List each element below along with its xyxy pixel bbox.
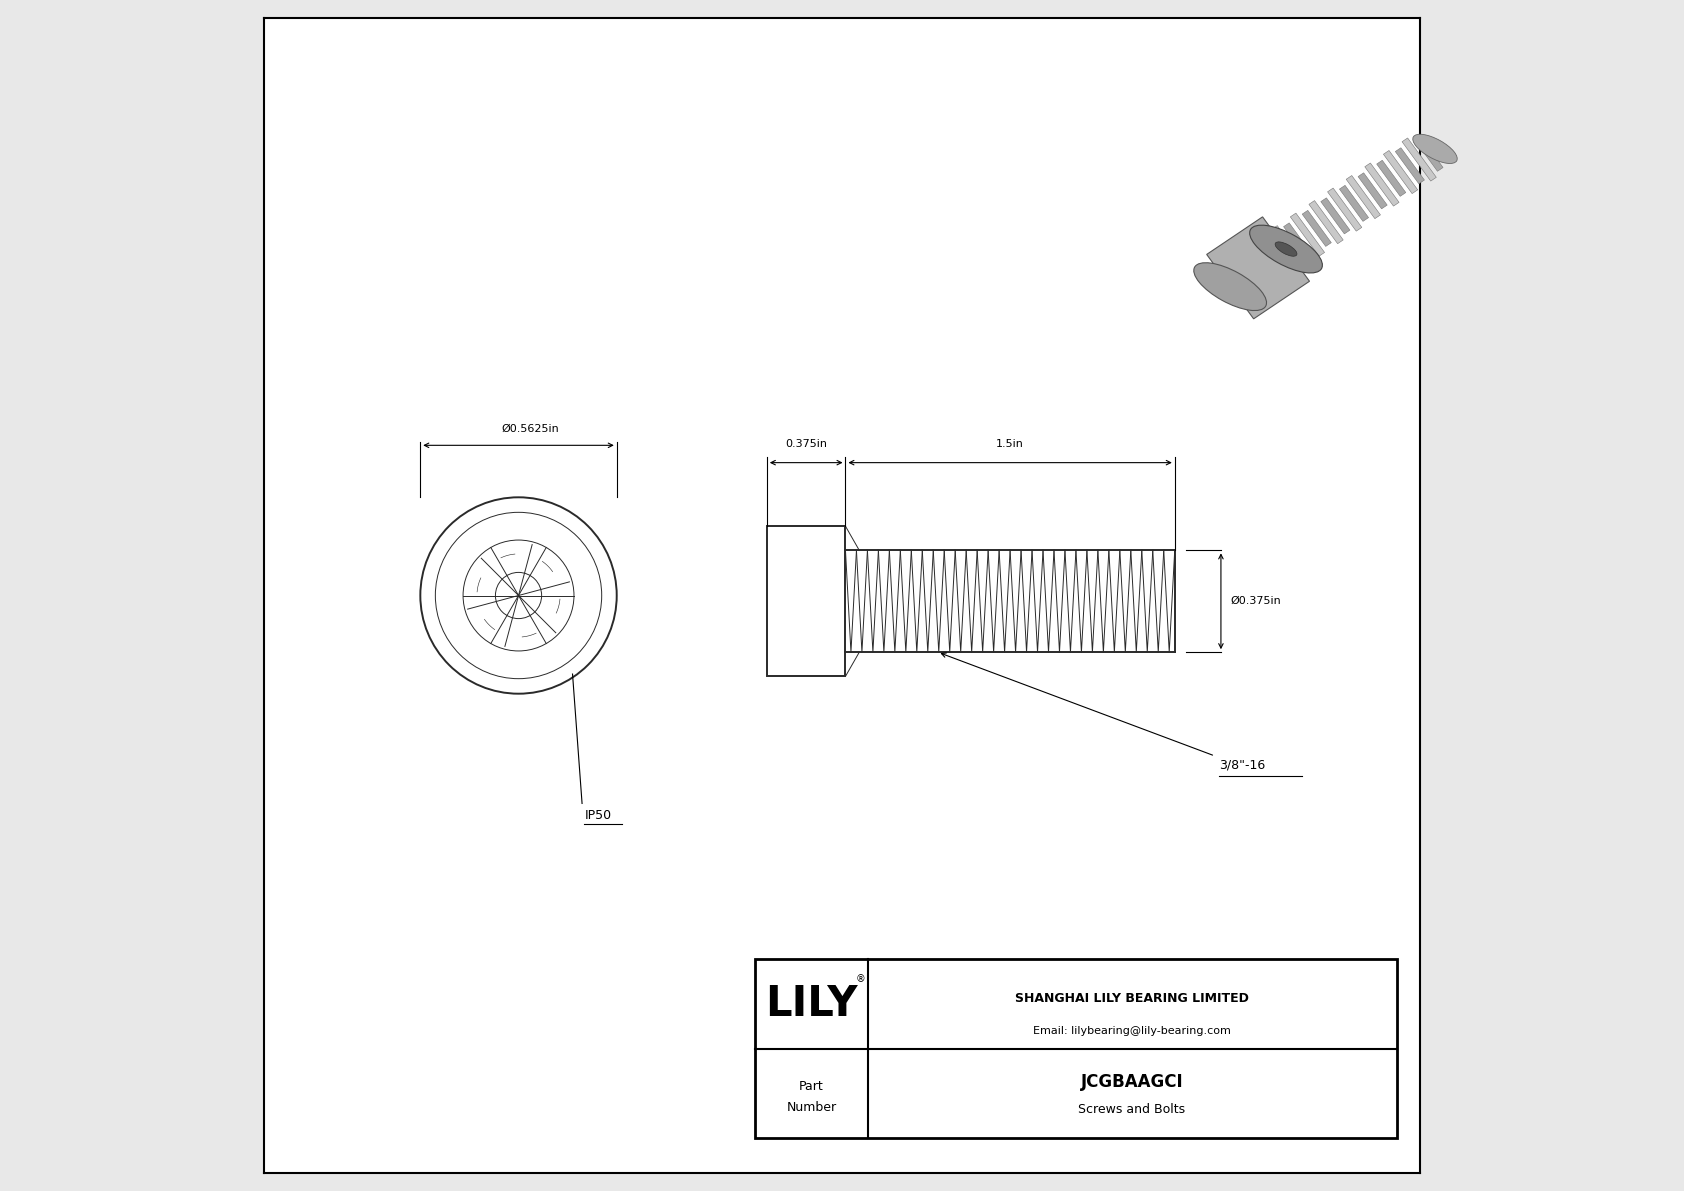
Polygon shape (1228, 261, 1256, 297)
Circle shape (421, 498, 616, 693)
Text: 3/8"-16: 3/8"-16 (1219, 759, 1265, 772)
Circle shape (463, 540, 574, 651)
Ellipse shape (1194, 263, 1266, 311)
Text: JCGBAAGCI: JCGBAAGCI (1081, 1073, 1184, 1091)
Text: Email: lilybearing@lily-bearing.com: Email: lilybearing@lily-bearing.com (1032, 1025, 1231, 1036)
Text: SHANGHAI LILY BEARING LIMITED: SHANGHAI LILY BEARING LIMITED (1015, 992, 1250, 1005)
Ellipse shape (1413, 135, 1457, 163)
Polygon shape (1308, 200, 1344, 244)
Polygon shape (1339, 186, 1369, 222)
Polygon shape (1283, 223, 1314, 258)
Polygon shape (1265, 236, 1293, 272)
Text: Ø0.375in: Ø0.375in (1231, 597, 1282, 606)
Text: IP50: IP50 (584, 809, 611, 822)
Text: ®: ® (855, 974, 866, 984)
Polygon shape (1320, 198, 1351, 233)
Text: Screws and Bolts: Screws and Bolts (1078, 1103, 1186, 1116)
Polygon shape (1346, 175, 1381, 219)
Polygon shape (1327, 188, 1362, 231)
Text: 0.375in: 0.375in (785, 438, 827, 449)
Polygon shape (1378, 161, 1406, 197)
Bar (756, 960, 1396, 1139)
Text: Part: Part (800, 1080, 823, 1093)
Circle shape (436, 512, 601, 679)
Text: LILY: LILY (765, 984, 857, 1025)
Polygon shape (1396, 148, 1425, 183)
Circle shape (495, 573, 542, 618)
Polygon shape (1271, 225, 1307, 269)
Text: Ø0.5625in: Ø0.5625in (502, 424, 559, 434)
Polygon shape (1364, 163, 1399, 206)
Polygon shape (1403, 138, 1436, 181)
Polygon shape (1234, 250, 1268, 294)
Polygon shape (1357, 173, 1388, 208)
Text: Number: Number (786, 1100, 837, 1114)
Polygon shape (1216, 263, 1250, 306)
Polygon shape (1290, 213, 1325, 256)
Polygon shape (1246, 248, 1275, 283)
Ellipse shape (1275, 242, 1297, 256)
Polygon shape (1415, 136, 1443, 172)
Ellipse shape (1250, 225, 1322, 273)
Polygon shape (1207, 217, 1310, 319)
Bar (766, 526, 845, 676)
Polygon shape (1253, 238, 1287, 281)
Polygon shape (1384, 150, 1418, 194)
Text: 1.5in: 1.5in (997, 438, 1024, 449)
Polygon shape (1302, 211, 1332, 247)
